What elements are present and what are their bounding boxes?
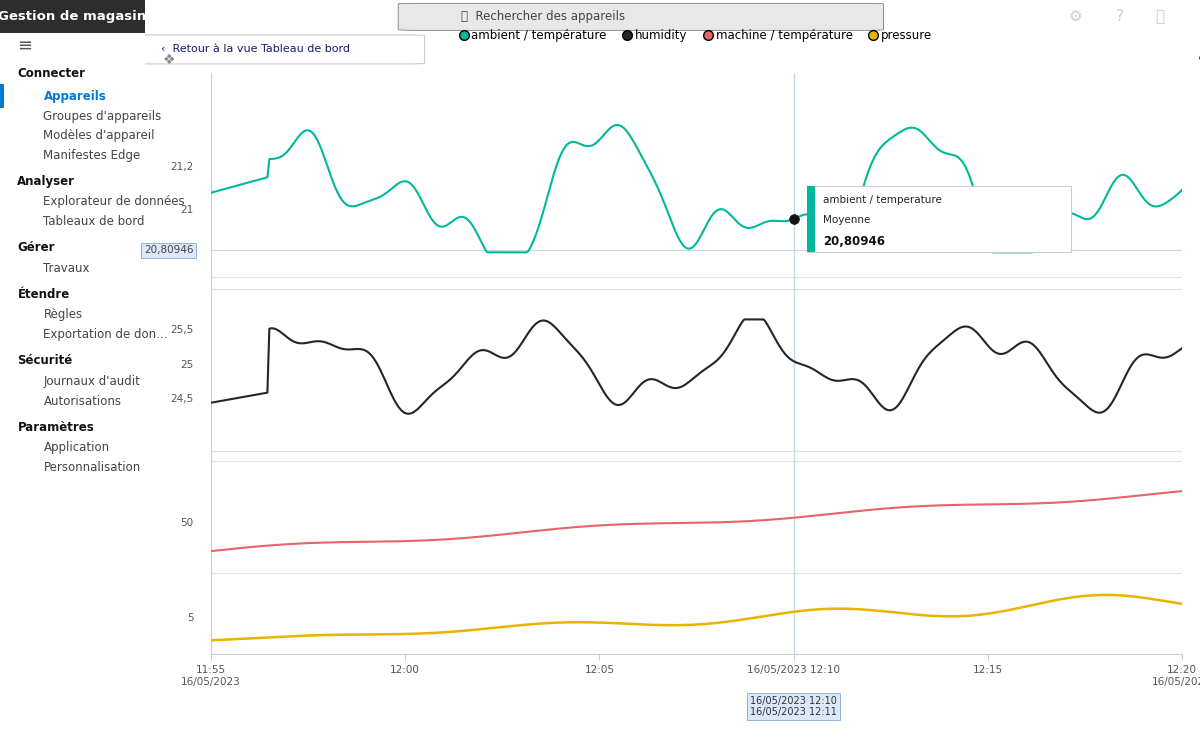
Bar [0, 84, 145, 108]
Text: 20,80946: 20,80946 [144, 245, 193, 256]
Bar [0, 84, 4, 108]
Legend: ambient / température, humidity, machine / température, pressure: ambient / température, humidity, machine… [456, 24, 937, 47]
Text: Modèles d'appareil: Modèles d'appareil [43, 129, 155, 143]
Text: 25,5: 25,5 [170, 325, 193, 335]
Text: Application: Application [43, 441, 109, 454]
Bar [0, 0, 145, 33]
Text: 🔍  Rechercher des appareils: 🔍 Rechercher des appareils [462, 10, 625, 23]
Text: Gestion de magasin: Gestion de magasin [0, 10, 146, 23]
Text: 21,2: 21,2 [170, 162, 193, 172]
Text: 5: 5 [187, 613, 193, 623]
Bar [808, 185, 1072, 253]
FancyBboxPatch shape [398, 3, 883, 30]
Text: Explorateur de données: Explorateur de données [43, 195, 185, 208]
Text: ≡: ≡ [17, 37, 32, 55]
Bar [808, 185, 815, 253]
Text: •••: ••• [1196, 53, 1200, 66]
Text: 25: 25 [180, 360, 193, 370]
Text: Journaux d'audit: Journaux d'audit [43, 375, 140, 388]
Text: Appareils: Appareils [43, 89, 107, 103]
Text: Exportation de don...: Exportation de don... [43, 328, 168, 341]
Text: Manifestes Edge: Manifestes Edge [43, 149, 140, 163]
Text: Personnalisation: Personnalisation [43, 461, 140, 474]
Text: Analyser: Analyser [17, 174, 76, 188]
Text: ⚙: ⚙ [1068, 9, 1081, 24]
Text: 👤: 👤 [1156, 9, 1165, 24]
Text: Tableaux de bord: Tableaux de bord [43, 215, 145, 228]
Text: Groupes d'appareils: Groupes d'appareils [43, 109, 162, 123]
Text: Gérer: Gérer [17, 241, 55, 254]
Text: ambient / temperature: ambient / temperature [823, 195, 942, 205]
Text: Autorisations: Autorisations [43, 395, 121, 408]
Text: 24,5: 24,5 [170, 395, 193, 404]
Text: Règles: Règles [43, 308, 83, 321]
Text: Paramètres: Paramètres [17, 420, 94, 434]
Text: ‹  Retour à la vue Tableau de bord: ‹ Retour à la vue Tableau de bord [161, 44, 349, 55]
Text: Sécurité: Sécurité [17, 354, 73, 367]
Text: 16/05/2023 12:10
16/05/2023 12:11: 16/05/2023 12:10 16/05/2023 12:11 [750, 695, 838, 718]
Text: Étendre: Étendre [17, 287, 70, 301]
Text: ❖: ❖ [162, 53, 175, 67]
Text: Travaux: Travaux [43, 262, 90, 275]
FancyBboxPatch shape [130, 35, 425, 64]
Text: ?: ? [1116, 9, 1123, 24]
Text: Connecter: Connecter [17, 67, 85, 81]
Text: 21: 21 [180, 205, 193, 215]
Text: 50: 50 [180, 518, 193, 528]
Text: Moyenne: Moyenne [823, 215, 870, 225]
Text: 20,80946: 20,80946 [823, 234, 884, 248]
